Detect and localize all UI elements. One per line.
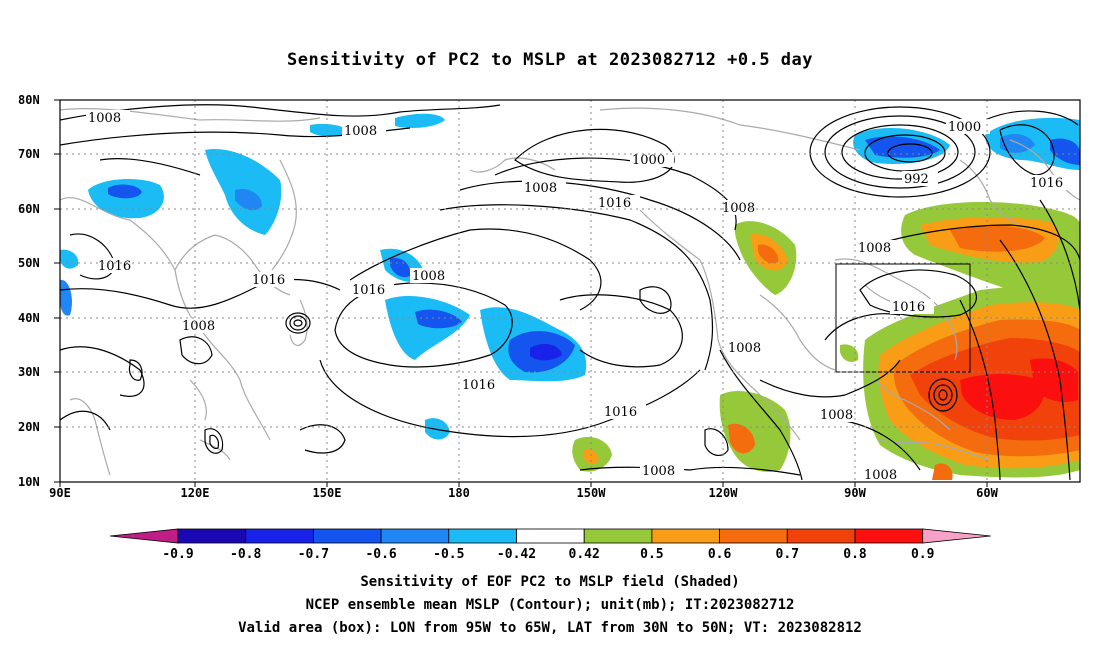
map-title: Sensitivity of PC2 to MSLP at 2023082712… [286,50,813,70]
colorbar-tick-label: -0.8 [230,547,261,562]
contour-label: 1008 [182,319,215,334]
latitude-labels: 80N 70N 60N 50N 40N 30N 20N 10N [18,93,40,489]
lat-label: 20N [18,420,40,434]
lon-label: 120E [181,486,210,500]
colorbar-segment [516,528,585,544]
colorbar-segment [854,528,924,544]
lon-label: 150W [577,486,607,500]
caption-line-3: Valid area (box): LON from 95W to 65W, L… [238,620,862,636]
colorbar-segment [245,528,314,544]
contour-label: 1016 [352,283,385,298]
lon-label: 120W [709,486,739,500]
lat-label: 70N [18,147,40,161]
colorbar-tick-label: 0.42 [569,547,600,562]
contour-label: 1008 [728,341,761,356]
lon-label: 60W [976,486,998,500]
colorbar-tick-label: 0.8 [843,547,867,562]
lon-label: 150E [313,486,342,500]
contour-label: 1000 [948,120,981,135]
contour-label: 1008 [412,269,445,284]
lat-label: 60N [18,202,40,216]
contour-label: 1016 [98,259,131,274]
lat-lon-grid [60,100,1080,482]
colorbar-segment [312,528,382,544]
colorbar-tick-label: -0.6 [365,547,396,562]
positive-shading [572,202,1080,480]
colorbar-tick-label: 0.6 [708,547,732,562]
lat-label: 80N [18,93,40,107]
contour-label: 1016 [1030,176,1063,191]
colorbar-segment [719,528,788,544]
lat-label: 30N [18,365,40,379]
lat-label: 50N [18,256,40,270]
colorbar-segment [651,528,721,544]
lon-label: 180 [448,486,470,500]
coastlines [59,107,1081,476]
contour-labels: 1008 1008 1000 1008 1016 1008 1000 992 1… [86,110,1072,483]
lon-label: 90E [49,486,71,500]
lon-label: 90W [844,486,866,500]
colorbar-tick-label: 0.7 [776,547,799,562]
colorbar-segment [786,528,856,544]
contour-label: 992 [904,172,929,187]
colorbar-tick-label: 0.9 [911,547,934,562]
colorbar: -0.9 -0.8 -0.7 -0.6 -0.5 -0.42 0.42 0.5 0.6 0.7 0.… [109,528,991,562]
colorbar-tick-label: -0.42 [497,547,536,562]
colorbar-segment [583,528,653,544]
contour-label: 1008 [524,181,557,196]
contour-label: 1016 [892,300,925,315]
caption-line-2: NCEP ensemble mean MSLP (Contour); unit(… [305,597,795,613]
contour-label: 1000 [632,153,665,168]
longitude-labels: 90E 120E 150E 180 150W 120W 90W 60W [49,486,998,500]
contour-label: 1008 [88,111,121,126]
contour-label: 1008 [642,464,675,479]
colorbar-segment [448,528,517,544]
contour-label: 1016 [252,273,285,288]
colorbar-tick-label: -0.9 [162,547,193,562]
contour-label: 1008 [344,124,377,139]
colorbar-segment [177,528,247,544]
lat-label: 10N [18,475,40,489]
colorbar-tick-label: -0.7 [298,547,329,562]
colorbar-segment [380,528,450,544]
caption-line-1: Sensitivity of EOF PC2 to MSLP field (Sh… [360,574,740,590]
contour-label: 1016 [462,378,495,393]
negative-shading [60,113,1080,440]
colorbar-low-end [109,528,179,544]
map-frame [59,99,1081,483]
colorbar-tick-label: 0.5 [640,547,663,562]
colorbar-high-end [922,528,991,544]
colorbar-tick-label: -0.5 [433,547,464,562]
contour-label: 1008 [820,408,853,423]
contour-label: 1016 [598,196,631,211]
contour-label: 1008 [858,241,891,256]
contour-label: 1016 [604,405,637,420]
contour-label: 1008 [864,468,897,483]
lat-label: 40N [18,311,40,325]
axis-ticks [54,99,988,487]
